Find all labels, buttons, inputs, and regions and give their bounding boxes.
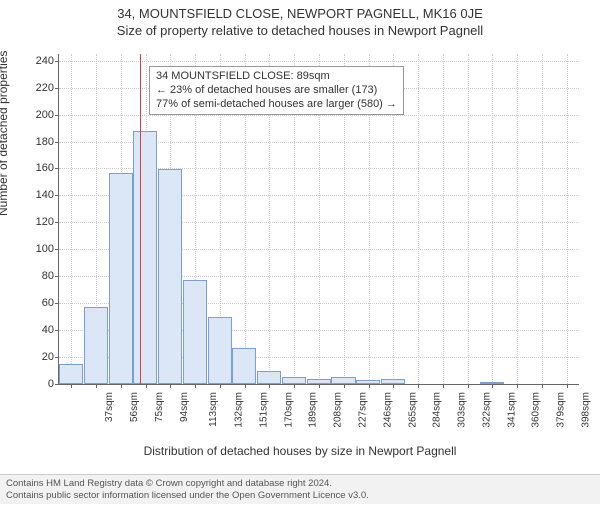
annotation-line-1: 34 MOUNTSFIELD CLOSE: 89sqm [156, 70, 397, 84]
gridline-v [443, 54, 444, 384]
gridline-v [492, 54, 493, 384]
ytick-mark [55, 222, 59, 223]
ytick-label: 40 [20, 324, 54, 336]
ytick-mark [55, 168, 59, 169]
histogram-bar [183, 280, 207, 384]
xtick-label: 113sqm [208, 392, 219, 427]
ytick-mark [55, 88, 59, 89]
ytick-label: 240 [20, 55, 54, 67]
gridline-v [517, 54, 518, 384]
ytick-mark [55, 303, 59, 304]
xtick-label: 303sqm [457, 392, 468, 428]
xtick-label: 75sqm [154, 392, 165, 422]
xtick-label: 170sqm [283, 392, 294, 428]
histogram-bar [257, 371, 281, 384]
histogram-bar [59, 364, 83, 384]
xtick-label: 132sqm [234, 392, 245, 428]
xtick-label: 246sqm [382, 392, 393, 428]
ytick-label: 20 [20, 351, 54, 363]
xtick-label: 360sqm [531, 392, 542, 428]
gridline-v [567, 54, 568, 384]
xtick-label: 151sqm [259, 392, 270, 428]
title-line-1: 34, MOUNTSFIELD CLOSE, NEWPORT PAGNELL, … [0, 6, 600, 21]
xtick-label: 227sqm [358, 392, 369, 428]
footer-line-1: Contains HM Land Registry data © Crown c… [6, 478, 594, 489]
xtick-label: 37sqm [104, 392, 115, 422]
chart-container: Number of detached properties 0 20 40 60 80 1… [0, 46, 600, 446]
gridline-v [418, 54, 419, 384]
xtick-label: 94sqm [179, 392, 190, 422]
footer-line-2: Contains public sector information licen… [6, 490, 594, 501]
histogram-bar [109, 173, 133, 384]
histogram-bar [133, 131, 157, 384]
histogram-bar [282, 377, 306, 384]
ytick-label: 220 [20, 82, 54, 94]
ytick-label: 120 [20, 216, 54, 228]
annotation-line-2: ← 23% of detached houses are smaller (17… [156, 84, 397, 98]
histogram-bar [84, 307, 108, 384]
y-tick-labels: 020406080100120140160180200220240 [18, 54, 58, 384]
ytick-label: 80 [20, 270, 54, 282]
ytick-mark [55, 384, 59, 385]
histogram-bar [381, 379, 405, 384]
y-axis-label: Number of detached properties [0, 51, 10, 216]
histogram-bar [356, 380, 380, 384]
ytick-mark [55, 330, 59, 331]
ytick-mark [55, 115, 59, 116]
ytick-label: 180 [20, 136, 54, 148]
x-axis-label: Distribution of detached houses by size … [0, 444, 600, 458]
title-line-2: Size of property relative to detached ho… [0, 23, 600, 38]
ytick-label: 140 [20, 189, 54, 201]
histogram-bar [480, 382, 504, 384]
ytick-mark [55, 357, 59, 358]
xtick-label: 208sqm [333, 392, 344, 428]
histogram-bar [232, 348, 256, 384]
annotation-line-3: 77% of semi-detached houses are larger (… [156, 98, 397, 112]
xtick-label: 56sqm [129, 392, 140, 422]
xtick-label: 284sqm [432, 392, 443, 428]
histogram-bar [331, 377, 355, 384]
ytick-label: 100 [20, 243, 54, 255]
xtick-label: 398sqm [580, 392, 591, 428]
ytick-mark [55, 195, 59, 196]
marker-line [140, 54, 141, 384]
x-tick-labels: 37sqm 56sqm 75sqm 94sqm 113sqm 132sqm 151sqm 17… [58, 386, 578, 446]
xtick-label: 379sqm [556, 392, 567, 428]
xtick-label: 322sqm [481, 392, 492, 428]
ytick-mark [55, 276, 59, 277]
ytick-label: 200 [20, 109, 54, 121]
annotation-box: 34 MOUNTSFIELD CLOSE: 89sqm ← 23% of det… [149, 66, 404, 115]
plot-area: 34 MOUNTSFIELD CLOSE: 89sqm ← 23% of det… [58, 54, 579, 385]
gridline-v [542, 54, 543, 384]
ytick-mark [55, 249, 59, 250]
histogram-bar [158, 169, 182, 385]
histogram-bar [307, 379, 331, 384]
xtick-label: 265sqm [407, 392, 418, 428]
ytick-mark [55, 61, 59, 62]
gridline-v [71, 54, 72, 384]
ytick-label: 0 [20, 378, 54, 390]
histogram-bar [208, 317, 232, 384]
ytick-mark [55, 142, 59, 143]
xtick-label: 189sqm [308, 392, 319, 428]
ytick-label: 60 [20, 297, 54, 309]
xtick-label: 341sqm [506, 392, 517, 428]
gridline-v [468, 54, 469, 384]
ytick-label: 160 [20, 162, 54, 174]
